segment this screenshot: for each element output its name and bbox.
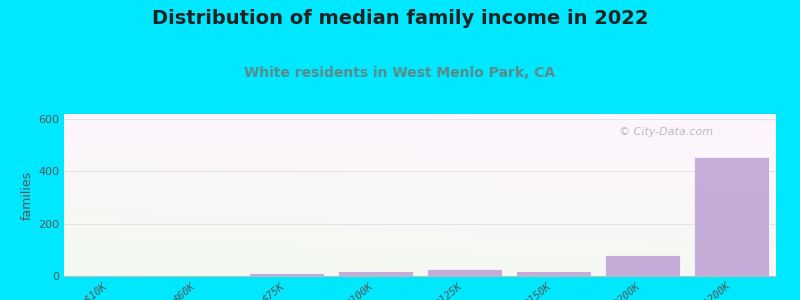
Bar [516, 271, 591, 276]
Bar [426, 269, 502, 276]
Text: Distribution of median family income in 2022: Distribution of median family income in … [152, 9, 648, 28]
Y-axis label: families: families [21, 170, 34, 220]
Bar [338, 271, 414, 276]
Text: White residents in West Menlo Park, CA: White residents in West Menlo Park, CA [245, 66, 555, 80]
Text: © City-Data.com: © City-Data.com [619, 127, 714, 137]
Bar [605, 255, 680, 276]
Bar [694, 157, 770, 276]
Bar [249, 273, 324, 276]
Bar [70, 275, 146, 276]
